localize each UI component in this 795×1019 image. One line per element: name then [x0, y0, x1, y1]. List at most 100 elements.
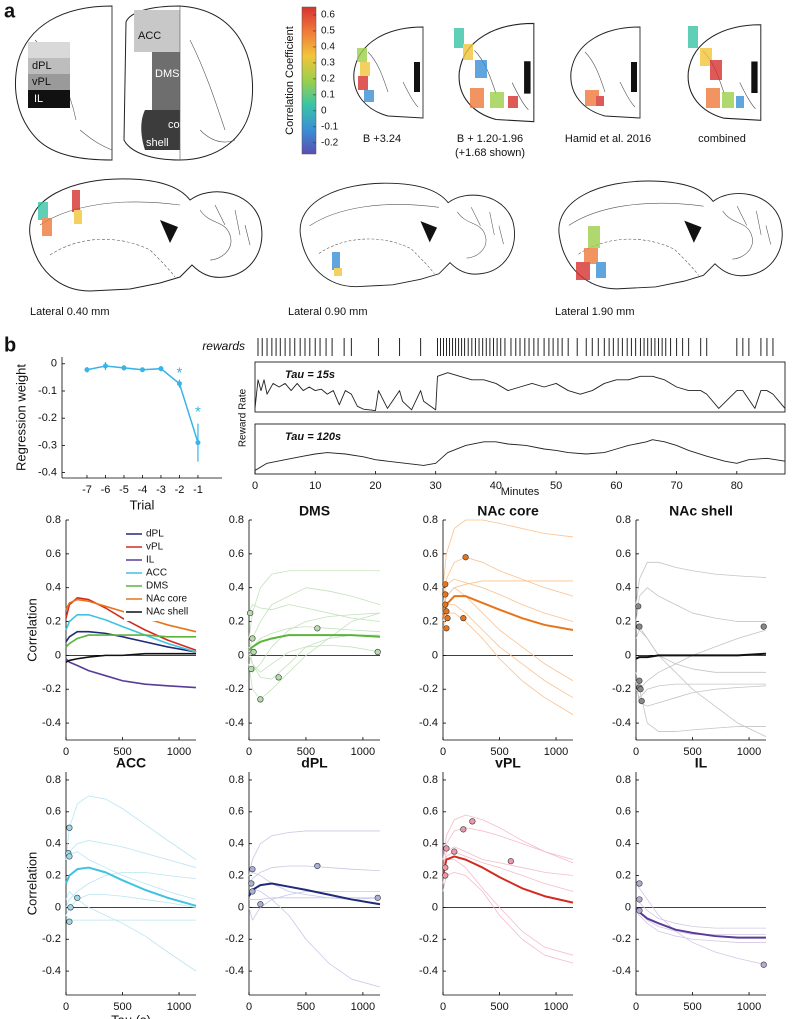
series-line — [442, 851, 574, 892]
peak-marker — [66, 824, 73, 831]
x-axis-label: Minutes — [501, 486, 540, 498]
series-line — [635, 899, 766, 929]
region-label: core — [168, 119, 189, 131]
y-tick-label: -0.2 — [612, 683, 631, 695]
chart-title: dPL — [301, 755, 328, 771]
section-caption: B + 1.20-1.96 — [457, 133, 523, 145]
series-line — [635, 680, 767, 707]
peak-marker — [275, 674, 282, 681]
region-patch — [28, 58, 70, 74]
y-tick-label: 0 — [55, 649, 61, 661]
y-tick-label: -0.2 — [419, 683, 438, 695]
series-line — [635, 883, 767, 966]
series-line — [254, 439, 786, 471]
region-patch — [28, 90, 70, 108]
electrode-patches — [38, 190, 606, 280]
peak-marker — [451, 848, 458, 855]
section-caption: Lateral 1.90 mm — [555, 306, 634, 318]
y-tick-label: 0 — [432, 901, 438, 913]
series-line — [442, 604, 574, 699]
sagittal-section — [29, 178, 263, 292]
peak-marker — [248, 665, 255, 673]
y-tick-label: 0.6 — [423, 806, 438, 818]
section-caption: combined — [698, 133, 746, 145]
series-line — [635, 683, 766, 699]
x-tick-label: 500 — [490, 1001, 508, 1013]
section-caption: (+1.68 shown) — [455, 147, 525, 159]
y-tick-label: 0.2 — [423, 615, 438, 627]
chart-title: IL — [695, 755, 708, 771]
region-label: shell — [146, 137, 169, 149]
peak-marker — [66, 853, 73, 860]
x-tick-label: 500 — [683, 1001, 701, 1013]
series-line — [442, 595, 574, 631]
trace-annotation: Tau = 120s — [285, 431, 341, 443]
y-tick-label: 0 — [238, 901, 244, 913]
peak-marker — [247, 609, 254, 617]
x-tick-label: 500 — [113, 746, 131, 758]
chart-title: ACC — [116, 755, 146, 771]
y-tick-label: 0.4 — [46, 582, 61, 594]
peak-marker — [314, 862, 321, 870]
peak-marker — [248, 880, 255, 887]
colorbar-tick-label: 0.2 — [321, 74, 335, 85]
y-tick-label: -0.4 — [42, 965, 61, 977]
series-line — [442, 855, 574, 904]
y-tick-label: 0.8 — [616, 774, 631, 786]
y-tick-label: -0.2 — [612, 933, 631, 945]
section-caption: Lateral 0.40 mm — [30, 306, 109, 318]
series-line — [248, 865, 381, 884]
peak-marker — [249, 888, 256, 895]
plot-frame — [254, 423, 786, 475]
x-tick-label: 0 — [246, 746, 252, 758]
y-tick-label: 0 — [238, 649, 244, 661]
series-line — [442, 814, 574, 864]
y-axis-label: Correlation — [24, 598, 39, 662]
peak-marker — [442, 581, 449, 588]
colorbar — [301, 6, 317, 155]
colorbar-tick-label: 0.5 — [321, 26, 335, 37]
legend-label: DMS — [146, 581, 169, 592]
region-patch — [28, 74, 70, 90]
x-tick-label: 1000 — [737, 746, 761, 758]
series-line — [65, 840, 197, 868]
series-line — [635, 629, 767, 737]
x-tick-label: 50 — [550, 480, 562, 492]
y-tick-label: 0.6 — [616, 806, 631, 818]
y-tick-label: 0.2 — [229, 615, 244, 627]
y-axis-label: Correlation — [24, 852, 39, 916]
colorbar-tick-label: -0.2 — [321, 137, 339, 148]
chart-title: DMS — [299, 503, 330, 519]
x-tick-label: 1000 — [167, 746, 191, 758]
x-tick-label: 20 — [369, 480, 381, 492]
x-tick-label: 0 — [63, 1001, 69, 1013]
data-point — [84, 367, 90, 373]
colorbar-tick-label: 0.1 — [321, 90, 335, 101]
y-tick-label: 0.4 — [616, 838, 631, 850]
peak-marker — [638, 697, 645, 705]
peak-marker — [443, 625, 450, 632]
series-line — [442, 519, 574, 588]
series-line — [65, 891, 197, 972]
region-label: vPL — [32, 76, 51, 88]
y-tick-label: -0.4 — [612, 717, 631, 729]
y-tick-label: 0.2 — [229, 869, 244, 881]
y-tick-label: -0.4 — [42, 717, 61, 729]
y-tick-label: 0.2 — [46, 615, 61, 627]
y-tick-label: -0.1 — [38, 385, 57, 397]
y-tick-label: -0.4 — [225, 717, 244, 729]
series-line — [442, 827, 574, 860]
y-tick-label: 0.4 — [616, 582, 631, 594]
series-line — [248, 612, 381, 700]
x-tick-label: -5 — [119, 484, 129, 496]
series-line — [248, 871, 381, 900]
series-line — [248, 634, 380, 680]
y-tick-label: 0.2 — [616, 615, 631, 627]
peak-marker — [636, 623, 643, 630]
series-line — [65, 915, 196, 921]
raster-label: rewards — [202, 339, 245, 353]
series-line — [442, 556, 574, 605]
